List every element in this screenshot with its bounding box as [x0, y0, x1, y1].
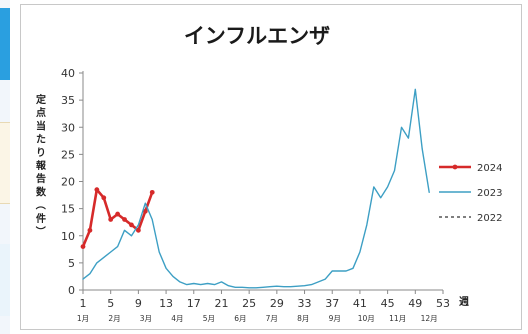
legend: 2024 2023 2022 [439, 163, 502, 224]
x-tick-label: 37 [325, 297, 339, 310]
data-point-2024 [94, 187, 100, 193]
x-tick-label: 29 [270, 297, 284, 310]
y-axis-title-char: （ [34, 200, 47, 210]
y-tick-label: 25 [61, 148, 75, 161]
x-axis-title: 週 [459, 296, 469, 308]
legend-label-2024: 2024 [477, 163, 502, 174]
y-axis-title-char: た [36, 134, 46, 146]
y-tick-label: 20 [61, 176, 75, 189]
month-label: 8月 [297, 314, 309, 323]
chart-frame: インフルエンザ 0 5 10 15 20 25 30 35 40 1 5 9 13 17 21 25 29 33 3… [20, 4, 522, 330]
x-tick-label: 1 [80, 297, 87, 310]
data-point-2024 [129, 222, 134, 228]
data-point-2024 [122, 217, 127, 222]
y-axis-title-char: 定 [36, 93, 46, 106]
month-label: 3月 [140, 314, 152, 323]
x-tick-label: 49 [408, 297, 422, 310]
month-label: 7月 [266, 314, 278, 323]
y-tick-label: 15 [61, 203, 75, 216]
legend-marker-2024 [452, 164, 458, 170]
chart-title: インフルエンザ [184, 24, 330, 48]
side-note-box [0, 122, 10, 204]
x-tick-label: 33 [298, 297, 312, 310]
left-side-strip [0, 0, 10, 334]
series-line-2024 [81, 188, 154, 248]
month-label: 9月 [329, 314, 341, 323]
x-tick-label: 9 [135, 297, 142, 310]
series-lines [80, 88, 430, 289]
x-tick-label: 13 [159, 297, 173, 310]
y-axis-title-char: 点 [36, 106, 46, 119]
y-tick-label: 30 [61, 121, 75, 134]
month-label: 12月 [421, 314, 438, 323]
x-tick-label: 21 [214, 297, 228, 310]
x-tick-label: 45 [381, 297, 395, 310]
y-axis-title-char: 件 [36, 212, 46, 225]
data-point-2024 [142, 208, 148, 214]
y-axis-title-char: ） [34, 226, 47, 236]
data-point-2024 [101, 195, 107, 201]
y-tick-label: 40 [61, 67, 75, 80]
month-label: 11月 [389, 314, 406, 323]
x-tick-label: 5 [107, 297, 114, 310]
legend-label-2023: 2023 [477, 188, 502, 199]
series-line-2023 [82, 88, 430, 289]
y-tick-label: 35 [61, 94, 75, 107]
month-label: 6月 [234, 314, 246, 323]
data-point-2024 [80, 244, 86, 250]
data-point-2024 [149, 189, 155, 195]
month-label: 10月 [358, 314, 375, 323]
y-tick-label: 5 [68, 257, 75, 270]
month-label: 5月 [203, 314, 215, 323]
side-blue-tab [0, 8, 10, 80]
y-axis-title-char: 数 [36, 185, 47, 198]
data-point-2024 [87, 227, 93, 233]
y-tick-label: 10 [61, 230, 75, 243]
x-tick-label: 41 [353, 297, 367, 310]
legend-label-2022: 2022 [477, 213, 502, 224]
y-axis-title-char: 当 [36, 119, 46, 132]
data-point-2024 [115, 211, 121, 217]
data-point-2024 [135, 227, 141, 233]
month-label: 2月 [108, 314, 120, 323]
month-label: 4月 [171, 314, 183, 323]
x-tick-label: 25 [242, 297, 256, 310]
y-axis-title-char: 告 [36, 172, 46, 185]
y-axis-title-char: 報 [36, 159, 47, 172]
y-tick-label: 0 [68, 284, 75, 297]
month-label: 1月 [77, 314, 89, 323]
data-point-2024 [108, 217, 114, 222]
y-axis-title-char: り [36, 147, 46, 159]
side-info-box [0, 244, 10, 316]
x-tick-label: 53 [436, 297, 450, 310]
x-tick-label: 17 [187, 297, 201, 310]
